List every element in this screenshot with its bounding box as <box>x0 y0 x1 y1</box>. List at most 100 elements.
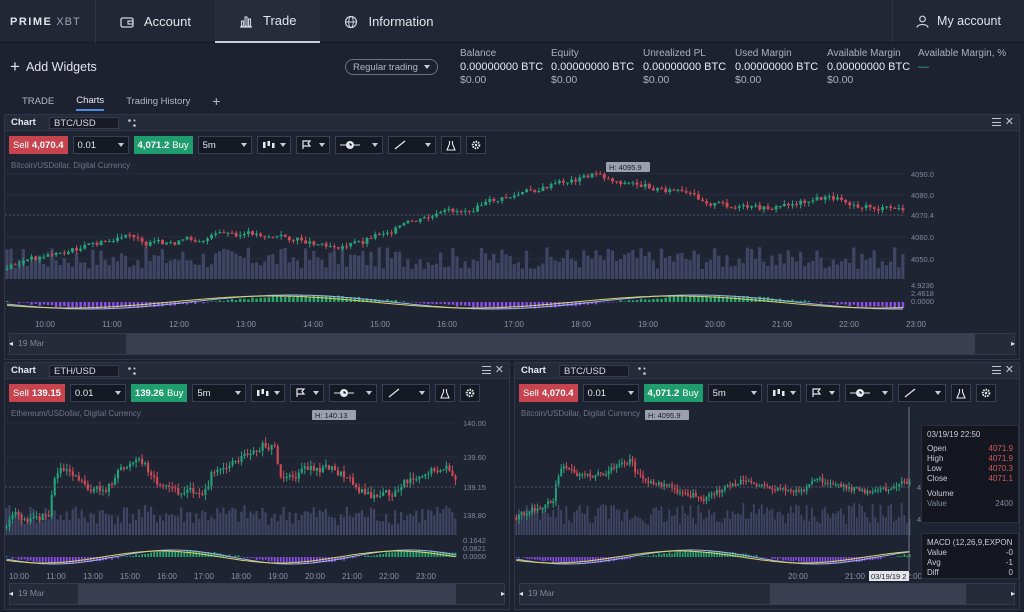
time-range-button[interactable] <box>844 384 893 402</box>
settings-button[interactable] <box>975 384 996 402</box>
macd-histogram-bar <box>34 302 37 304</box>
add-widgets-button[interactable]: + Add Widgets <box>10 57 97 76</box>
indicators-button[interactable] <box>295 136 330 154</box>
close-icon[interactable]: ✕ <box>1004 364 1014 376</box>
interval-select[interactable]: 5m <box>707 384 762 402</box>
quantity-select[interactable]: 0.01 <box>69 384 126 402</box>
scroll-right-icon[interactable]: ▸ <box>1010 589 1015 598</box>
candle-body <box>908 482 911 484</box>
scroll-left-icon[interactable]: ◂ <box>519 589 524 598</box>
buy-button[interactable]: 139.26 Buy <box>130 384 188 402</box>
scroll-left-icon[interactable]: ◂ <box>9 339 14 348</box>
chart-type-button[interactable] <box>766 384 801 402</box>
candle-body <box>554 484 557 502</box>
hamburger-menu-icon[interactable] <box>482 366 491 374</box>
add-tab-button[interactable]: + <box>212 93 221 109</box>
volume-bar <box>92 514 95 535</box>
interval-select[interactable]: 5m <box>192 384 247 402</box>
trading-mode-select[interactable]: Regular trading <box>345 59 438 75</box>
macd-histogram-bar <box>276 557 279 563</box>
macd-histogram-bar <box>672 296 676 302</box>
candle-body <box>656 188 659 191</box>
volume-bar <box>111 256 115 279</box>
candle-body <box>829 483 832 485</box>
chart-navigator[interactable]: 19 Mar ◂ ▸ <box>519 583 1015 605</box>
drawing-tools-button[interactable] <box>897 384 946 402</box>
plus-icon: + <box>10 57 20 76</box>
sell-button[interactable]: Sell 4,070.4 <box>9 136 68 154</box>
time-range-button[interactable] <box>329 384 378 402</box>
candle-body <box>173 242 177 245</box>
symbol-input[interactable]: ETH/USD <box>49 364 119 377</box>
hamburger-menu-icon[interactable] <box>992 118 1001 126</box>
volume-bar <box>581 513 584 535</box>
volume-bar <box>410 268 414 279</box>
volume-bar <box>83 262 87 279</box>
candle-body <box>273 444 276 446</box>
time-range-button[interactable] <box>334 136 383 154</box>
scroll-left-icon[interactable]: ◂ <box>9 589 14 598</box>
tab-trade[interactable]: TRADE <box>22 95 55 107</box>
macd-histogram-bar <box>708 550 710 557</box>
chart-navigator[interactable]: 19 Mar ◂ ▸ <box>9 333 1015 355</box>
primexbt-logo[interactable]: PRIME XBT <box>0 0 96 43</box>
macd-histogram-bar <box>135 554 137 557</box>
studies-button[interactable] <box>950 384 971 402</box>
chart-type-button[interactable] <box>256 136 291 154</box>
volume-bar <box>110 515 113 535</box>
symbol-input[interactable]: BTC/USD <box>49 116 119 129</box>
tab-charts[interactable]: Charts <box>76 95 105 111</box>
volume-bar <box>649 514 652 535</box>
indicators-button[interactable] <box>290 384 325 402</box>
my-account-button[interactable]: My account <box>892 0 1024 42</box>
volume-bar <box>99 250 103 279</box>
scroll-right-icon[interactable]: ▸ <box>500 589 505 598</box>
drawing-tools-button[interactable] <box>387 136 436 154</box>
price-chart-area[interactable]: 140.00139.60139.15138.800.16420.08210.00… <box>5 407 510 581</box>
studies-button[interactable] <box>435 384 456 402</box>
buy-button[interactable]: 4,071.2 Buy <box>643 384 703 402</box>
navigator-range[interactable] <box>126 334 975 354</box>
quantity-select[interactable]: 0.01 <box>582 384 639 402</box>
link-icon[interactable] <box>127 366 137 376</box>
nav-tab-account[interactable]: Account <box>96 0 215 43</box>
indicators-button[interactable] <box>805 384 840 402</box>
link-icon[interactable] <box>127 118 137 128</box>
nav-tab-information[interactable]: Information <box>320 0 457 43</box>
drawing-tools-button[interactable] <box>382 384 431 402</box>
close-icon[interactable]: ✕ <box>1004 116 1014 128</box>
candle-body <box>169 242 173 244</box>
settings-button[interactable] <box>460 384 481 402</box>
macd-histogram-bar <box>528 557 531 560</box>
interval-select[interactable]: 5m <box>197 136 252 154</box>
volume-bar <box>116 516 120 535</box>
quantity-select[interactable]: 0.01 <box>72 136 129 154</box>
candle-body <box>267 447 270 450</box>
studies-button[interactable] <box>440 136 461 154</box>
volume-bar <box>708 259 713 279</box>
sell-button[interactable]: Sell 4,070.4 <box>519 384 578 402</box>
candle-body <box>219 469 222 471</box>
price-chart-area[interactable]: 4090.04080.04070.44060.04050.04.92362.46… <box>5 159 1020 329</box>
tab-trading-history[interactable]: Trading History <box>126 95 191 107</box>
chart-navigator[interactable]: 19 Mar ◂ ▸ <box>9 583 505 605</box>
scroll-right-icon[interactable]: ▸ <box>1010 339 1015 348</box>
hamburger-menu-icon[interactable] <box>992 366 1001 374</box>
navigator-range[interactable] <box>770 584 966 604</box>
macd-histogram-bar <box>666 553 668 557</box>
volume-bar <box>13 267 17 279</box>
symbol-input[interactable]: BTC/USD <box>559 364 629 377</box>
volume-bar <box>158 515 162 535</box>
macd-histogram-bar <box>431 302 434 304</box>
nav-tab-trade[interactable]: Trade <box>214 0 321 43</box>
close-icon[interactable]: ✕ <box>494 364 504 376</box>
sell-button[interactable]: Sell 139.15 <box>9 384 65 402</box>
macd-histogram-bar <box>365 298 369 302</box>
chart-type-button[interactable] <box>251 384 286 402</box>
chevron-down-icon <box>117 143 124 147</box>
volume-bar <box>549 516 552 535</box>
link-icon[interactable] <box>637 366 647 376</box>
settings-button[interactable] <box>465 136 486 154</box>
buy-button[interactable]: 4,071.2 Buy <box>133 136 193 154</box>
navigator-range[interactable] <box>78 584 456 604</box>
